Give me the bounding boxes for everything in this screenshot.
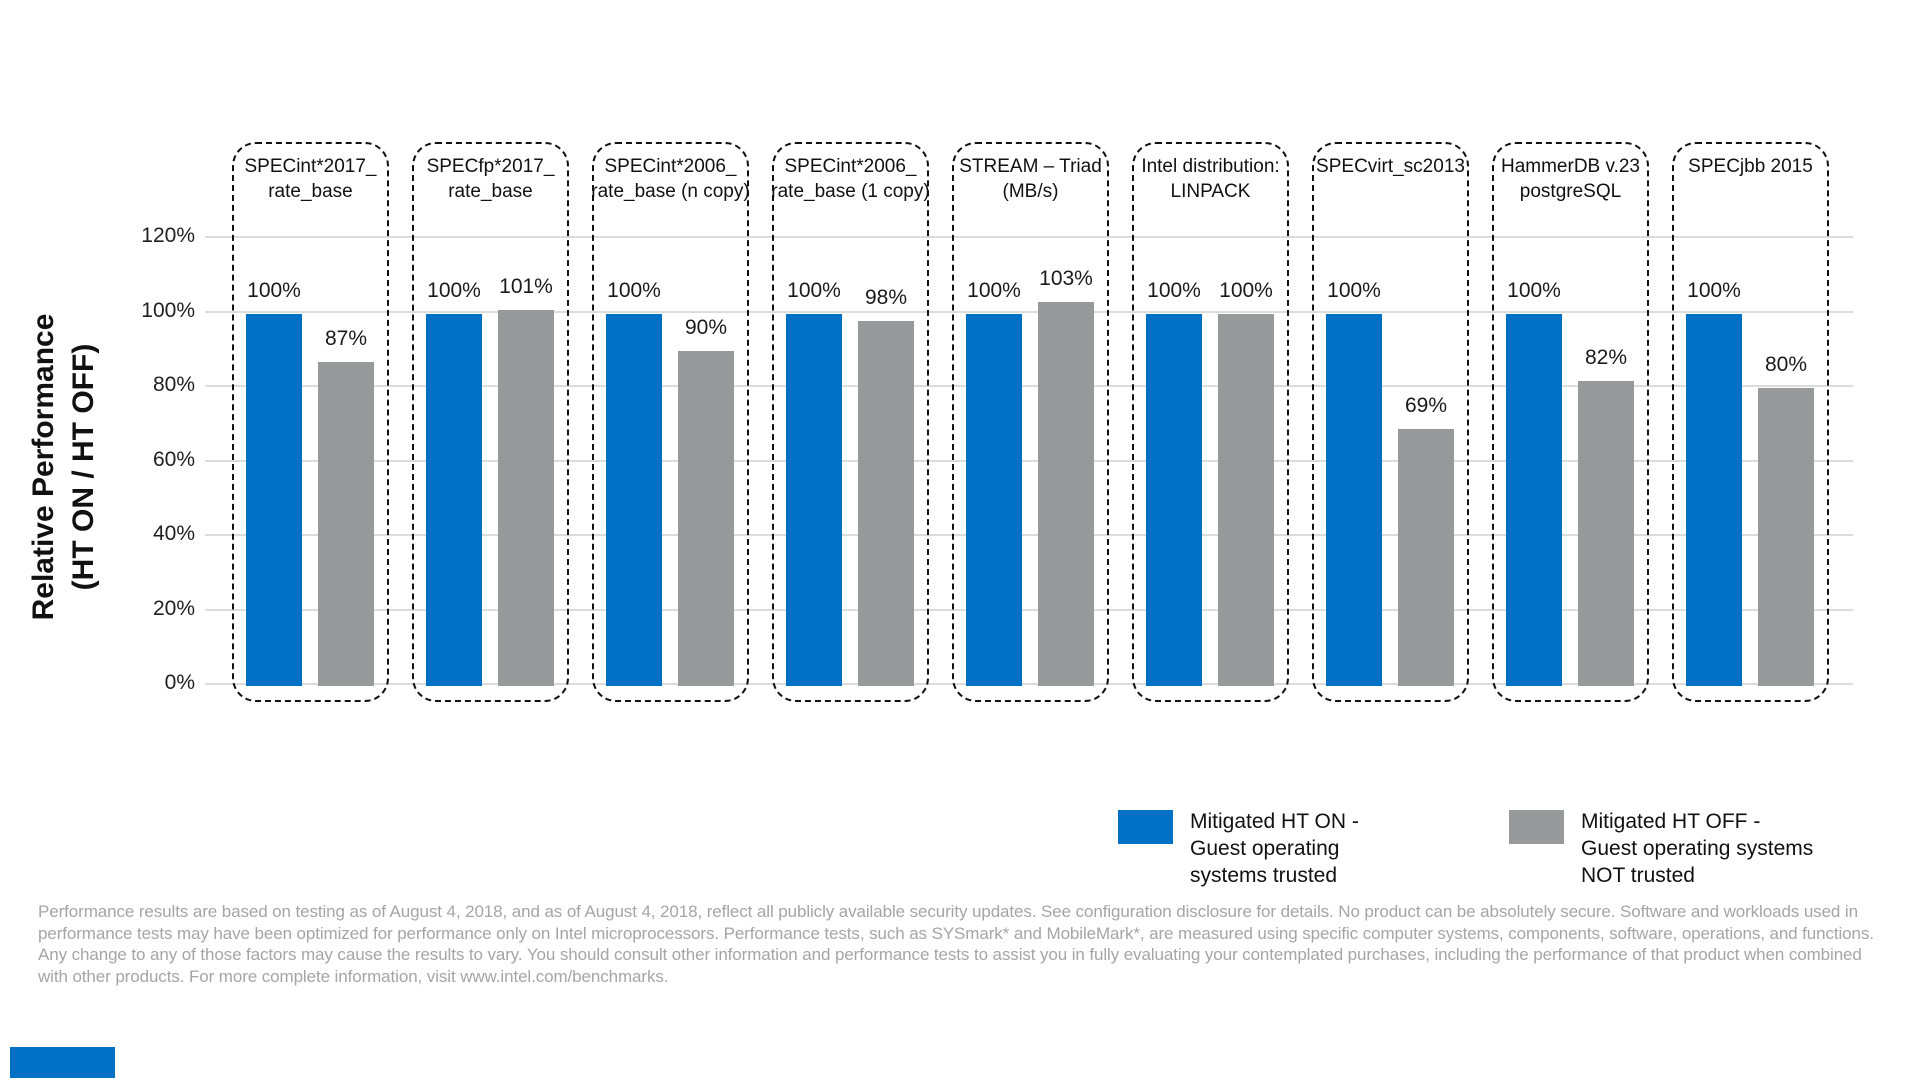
bar-value-label: 101% <box>499 274 553 298</box>
legend-item-ht-on: Mitigated HT ON - Guest operating system… <box>1118 810 1359 889</box>
gridline-20 <box>205 608 1853 611</box>
y-tick-label-100: 100% <box>141 298 195 322</box>
gridline-40 <box>205 534 1853 536</box>
gridline-80 <box>205 385 1853 387</box>
bar-ht-on <box>966 313 1022 686</box>
legend-swatch-ht-on <box>1118 810 1173 844</box>
group-box-8: SPECjbb 2015 100% 80% <box>1672 142 1829 702</box>
bar-ht-on <box>1686 313 1742 686</box>
group-box-3: SPECint*2006_ rate_base (1 copy) 100% 98% <box>771 142 930 702</box>
bar-value-label: 100% <box>427 278 481 302</box>
bar-ht-off <box>1398 428 1454 686</box>
group-title: SPECint*2017_ rate_base <box>244 156 377 202</box>
bar-value-label: 98% <box>864 285 908 309</box>
bar-ht-off <box>1218 313 1274 686</box>
group-box-4: STREAM – Triad (MB/s) 100% 103% <box>952 142 1109 702</box>
bar-value-label: 87% <box>324 326 368 350</box>
bar-value-label: 100% <box>1327 278 1381 302</box>
bar-value-label: 90% <box>684 315 728 339</box>
bar-ht-on <box>1146 313 1202 686</box>
y-tick-label-20: 20% <box>152 596 195 620</box>
y-tick-label-0: 0% <box>164 671 195 694</box>
group-title: HammerDB v.23 postgreSQL <box>1500 156 1640 202</box>
bar-value-label: 100% <box>787 278 841 302</box>
bar-ht-on <box>606 313 662 686</box>
group-box-1: SPECfp*2017_ rate_base 100% 101% <box>412 142 569 702</box>
bar-ht-on <box>786 313 842 686</box>
legend-label-ht-off: Mitigated HT OFF - Guest operating syste… <box>1581 810 1814 887</box>
bar-ht-on <box>246 313 302 686</box>
bar-value-label: 69% <box>1404 393 1448 417</box>
legend-label-ht-on: Mitigated HT ON - Guest operating system… <box>1190 810 1359 887</box>
y-tick-label-40: 40% <box>152 522 195 545</box>
bar-value-label: 82% <box>1584 345 1628 369</box>
bar-ht-on <box>426 313 482 686</box>
group-title: SPECjbb 2015 <box>1688 156 1813 177</box>
group-title: SPECint*2006_ rate_base (1 copy) <box>771 156 930 202</box>
group-box-2: SPECint*2006_ rate_base (n copy) 100% 90% <box>591 142 750 702</box>
bar-ht-off <box>1038 302 1094 686</box>
y-axis-title-line1: Relative Performance <box>27 313 60 621</box>
group-title: SPECint*2006_ rate_base (n copy) <box>591 156 750 202</box>
group-box-6: SPECvirt_sc2013 100% 69% <box>1312 142 1469 702</box>
disclaimer-text: Performance results are based on testing… <box>38 902 1874 986</box>
y-tick-label-80: 80% <box>152 373 195 396</box>
group-box-0: SPECint*2017_ rate_base 100% 87% <box>232 142 389 702</box>
gridline-120 <box>205 236 1853 238</box>
bar-ht-on <box>1326 313 1382 686</box>
bar-value-label: 100% <box>247 278 301 302</box>
group-box-5: Intel distribution: LINPACK 100% 100% <box>1132 142 1289 702</box>
group-box-7: HammerDB v.23 postgreSQL 100% 82% <box>1492 142 1649 702</box>
bar-value-label: 100% <box>1219 278 1273 302</box>
group-title: STREAM – Triad (MB/s) <box>959 156 1102 202</box>
bar-value-label: 100% <box>1507 278 1561 302</box>
bar-ht-off <box>858 320 914 686</box>
bar-value-label: 100% <box>607 278 661 302</box>
group-title: SPECvirt_sc2013 <box>1316 156 1465 177</box>
y-tick-label-60: 60% <box>152 447 195 471</box>
bar-ht-off <box>498 309 554 686</box>
bar-ht-off <box>318 361 374 686</box>
bar-ht-off <box>678 350 734 686</box>
bar-value-label: 100% <box>1687 278 1741 302</box>
bar-value-label: 80% <box>1764 353 1808 376</box>
bar-ht-on <box>1506 313 1562 686</box>
bar-ht-off <box>1758 388 1814 686</box>
intel-accent-bar <box>10 1047 115 1078</box>
bar-value-label: 103% <box>1039 267 1093 291</box>
group-title: SPECfp*2017_ rate_base <box>426 156 555 202</box>
bar-value-label: 100% <box>967 278 1021 302</box>
group-title: Intel distribution: LINPACK <box>1141 156 1280 202</box>
bar-ht-off <box>1578 380 1634 686</box>
y-tick-label-120: 120% <box>141 224 195 247</box>
gridline-100 <box>205 310 1853 313</box>
legend-swatch-ht-off <box>1509 810 1564 844</box>
legend-item-ht-off: Mitigated HT OFF - Guest operating syste… <box>1509 810 1813 889</box>
bar-value-label: 100% <box>1147 278 1201 302</box>
gridline-60 <box>205 459 1853 462</box>
gridline-0 <box>205 683 1853 685</box>
